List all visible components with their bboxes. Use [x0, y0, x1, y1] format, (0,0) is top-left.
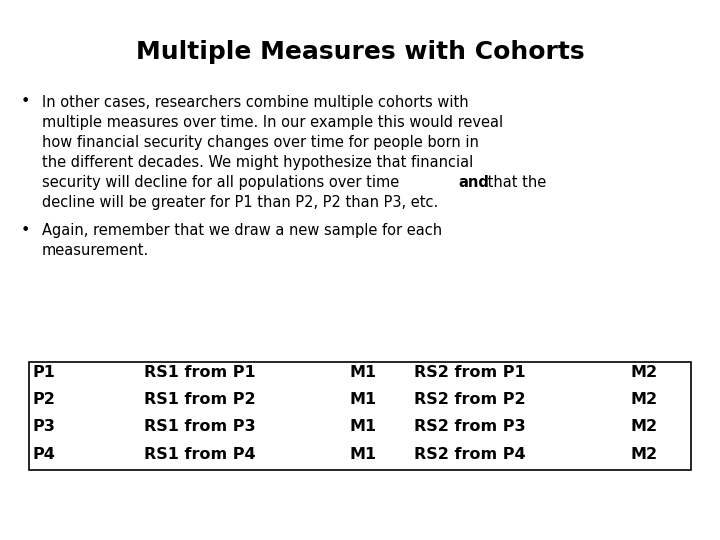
Text: P4: P4	[32, 447, 55, 462]
Text: M2: M2	[630, 420, 657, 434]
Text: M2: M2	[630, 447, 657, 462]
Text: P2: P2	[32, 392, 55, 407]
Text: RS2 from P1: RS2 from P1	[414, 365, 526, 380]
Text: that the: that the	[483, 175, 546, 190]
Text: In other cases, researchers combine multiple cohorts with: In other cases, researchers combine mult…	[42, 94, 469, 110]
Text: M1: M1	[349, 365, 377, 380]
Text: and: and	[459, 175, 490, 190]
Text: •: •	[20, 224, 30, 238]
Text: Multiple Measures with Cohorts: Multiple Measures with Cohorts	[135, 40, 585, 64]
Text: RS1 from P3: RS1 from P3	[144, 420, 256, 434]
Text: RS1 from P2: RS1 from P2	[144, 392, 256, 407]
Text: RS1 from P1: RS1 from P1	[144, 365, 256, 380]
Text: M2: M2	[630, 392, 657, 407]
Text: P3: P3	[32, 420, 55, 434]
Text: how financial security changes over time for people born in: how financial security changes over time…	[42, 135, 479, 150]
Text: RS1 from P4: RS1 from P4	[144, 447, 256, 462]
Text: M1: M1	[349, 392, 377, 407]
Text: decline will be greater for P1 than P2, P2 than P3, etc.: decline will be greater for P1 than P2, …	[42, 195, 438, 210]
Text: the different decades. We might hypothesize that financial: the different decades. We might hypothes…	[42, 155, 473, 170]
Text: M1: M1	[349, 420, 377, 434]
Text: multiple measures over time. In our example this would reveal: multiple measures over time. In our exam…	[42, 114, 503, 130]
Text: M1: M1	[349, 447, 377, 462]
Text: security will decline for all populations over time: security will decline for all population…	[42, 175, 404, 190]
Text: •: •	[20, 94, 30, 110]
Text: P1: P1	[32, 365, 55, 380]
Text: M2: M2	[630, 365, 657, 380]
Text: Again, remember that we draw a new sample for each: Again, remember that we draw a new sampl…	[42, 224, 442, 238]
Text: RS2 from P4: RS2 from P4	[414, 447, 526, 462]
Text: RS2 from P2: RS2 from P2	[414, 392, 526, 407]
Text: RS2 from P3: RS2 from P3	[414, 420, 526, 434]
Text: measurement.: measurement.	[42, 244, 149, 259]
